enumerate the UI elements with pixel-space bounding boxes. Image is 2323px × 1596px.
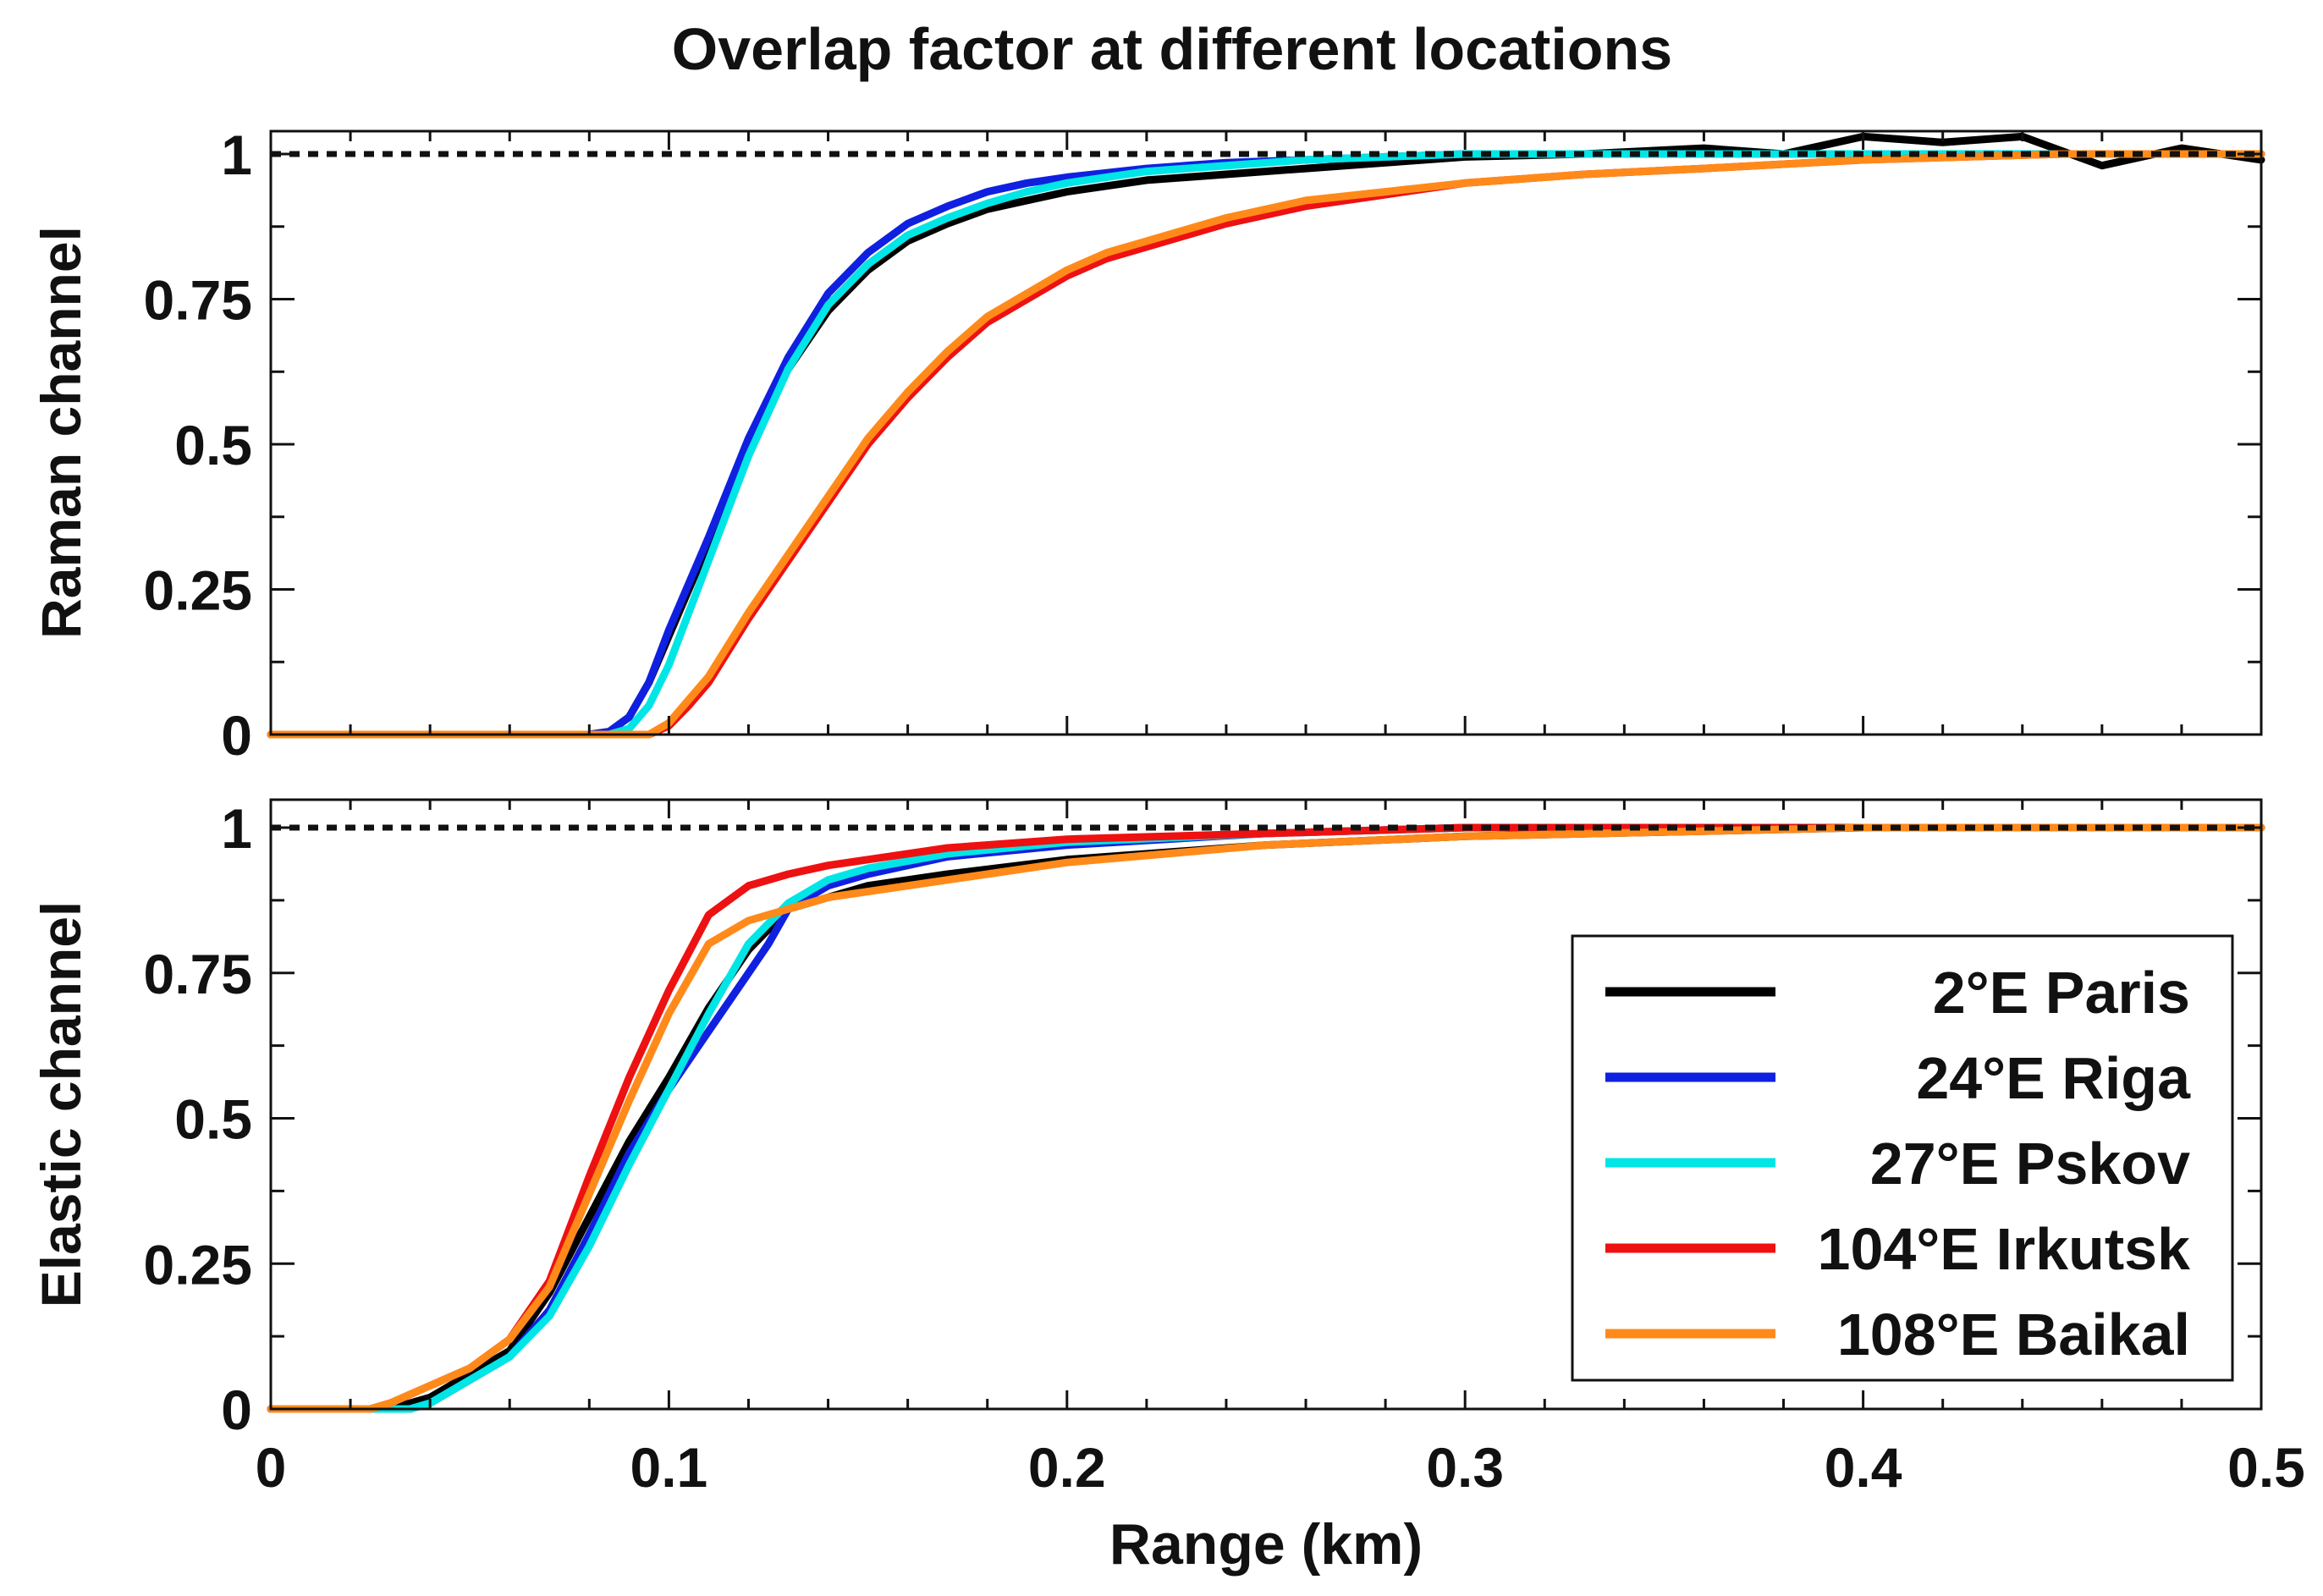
- raman-ytick-label: 0.75: [144, 269, 252, 332]
- xtick-label: 0.2: [1028, 1436, 1106, 1499]
- elastic-ytick-label: 0.25: [144, 1233, 252, 1296]
- raman-series-27-e-pskov: [267, 150, 2265, 739]
- elastic-ytick-label: 0: [221, 1379, 252, 1441]
- raman-ticks: [269, 131, 2263, 736]
- raman-curves: [267, 132, 2265, 739]
- raman-ytick-labels: 0 0.25 0.5 0.75 1: [144, 124, 252, 767]
- legend-label-2-e-paris: 2°E Paris: [1933, 960, 2190, 1026]
- legend-label-108-e-baikal: 108°E Baikal: [1837, 1302, 2190, 1368]
- raman-ylabel: Raman channel: [30, 226, 92, 639]
- raman-ytick-label: 0.25: [144, 559, 252, 622]
- raman-ytick-label: 0.5: [174, 414, 252, 476]
- raman-ytick-label: 0: [221, 704, 252, 767]
- raman-panel: 0 0.25 0.5 0.75 1 Raman channel: [30, 124, 2265, 767]
- elastic-ticks: [269, 800, 2263, 1411]
- raman-plot-frame: [269, 129, 2263, 736]
- xtick-label: 0.5: [2227, 1436, 2305, 1499]
- elastic-ylabel: Elastic channel: [30, 901, 92, 1308]
- legend-label-104-e-irkutsk: 104°E Irkutsk: [1818, 1216, 2191, 1282]
- elastic-series-108-e-baikal: [267, 823, 2265, 1413]
- legend-label-27-e-pskov: 27°E Pskov: [1870, 1131, 2190, 1197]
- elastic-ytick-label: 1: [221, 797, 252, 860]
- elastic-xtick-labels: 0 0.1 0.2 0.3 0.4 0.5: [256, 1436, 2305, 1499]
- elastic-ytick-label: 0.5: [174, 1088, 252, 1151]
- raman-ytick-label: 1: [221, 124, 252, 186]
- xtick-label: 0.3: [1426, 1436, 1504, 1499]
- xtick-label: 0.1: [630, 1436, 708, 1499]
- legend-label-24-e-riga: 24°E Riga: [1916, 1045, 2191, 1111]
- xtick-label: 0: [256, 1436, 287, 1499]
- chart-title: Overlap factor at different locations: [672, 16, 1672, 82]
- raman-series-108-e-baikal: [267, 150, 2265, 739]
- elastic-plot-frame: [269, 798, 2263, 1411]
- xtick-label: 0.4: [1825, 1436, 1902, 1499]
- legend: 2°E Paris 24°E Riga 27°E Pskov 104°E Irkuts…: [1571, 934, 2234, 1382]
- elastic-panel: 0 0.25 0.5 0.75 1 0 0.1 0.2 0.3 0.4 0.5 Elastic c…: [30, 797, 2305, 1499]
- x-axis-title: Range (km): [1109, 1512, 1423, 1577]
- elastic-ytick-labels: 0 0.25 0.5 0.75 1: [144, 797, 252, 1441]
- elastic-ytick-label: 0.75: [144, 943, 252, 1005]
- legend-entries: 2°E Paris 24°E Riga 27°E Pskov 104°E Irkuts…: [1605, 960, 2191, 1368]
- elastic-curves: [267, 823, 2265, 1413]
